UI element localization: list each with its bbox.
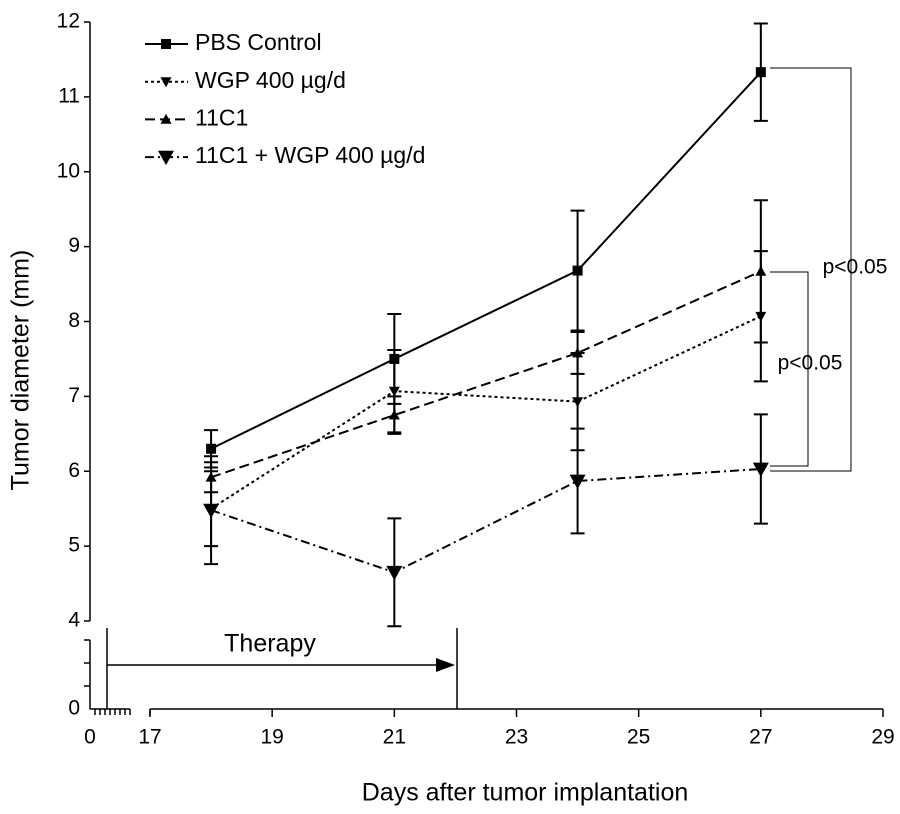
y-tick-label: 11 — [58, 84, 80, 107]
marker — [386, 565, 403, 581]
x-tick-label: 23 — [505, 726, 528, 749]
legend-marker — [158, 150, 174, 166]
y-tick-label: 12 — [57, 10, 80, 33]
y-tick-label: 4 — [68, 609, 80, 632]
arrow-head — [436, 658, 455, 672]
y-tick-label: 6 — [68, 459, 80, 482]
marker — [572, 347, 584, 358]
y-tick-label: 8 — [68, 309, 80, 332]
x-tick-label: 19 — [260, 726, 283, 749]
x-tick-label: 29 — [871, 726, 894, 749]
series-line — [210, 71, 762, 450]
x-tick-label: 21 — [383, 726, 406, 749]
y-tick-label: 0 — [68, 697, 80, 720]
y-tick-label: 7 — [68, 384, 80, 407]
break-ticks — [94, 709, 151, 715]
marker — [755, 67, 766, 78]
legend-marker — [161, 39, 171, 49]
x-axis-title: Days after tumor implantation — [362, 779, 689, 807]
y-tick-label: 5 — [68, 534, 80, 557]
marker — [572, 397, 584, 408]
y-tick-label: 10 — [57, 159, 80, 182]
legend-label: 11C1 — [195, 104, 248, 130]
series-line — [210, 270, 762, 479]
marker — [752, 462, 769, 478]
legend-marker — [160, 113, 172, 124]
series-line — [210, 315, 762, 510]
marker — [569, 474, 586, 489]
legend-marker — [160, 77, 172, 88]
x-tick-label: 25 — [627, 726, 650, 749]
marker — [572, 265, 583, 276]
annotation: p<0.05 — [823, 256, 888, 279]
marker — [388, 409, 400, 420]
x-tick-label: 17 — [138, 726, 161, 749]
x-tick-label: 27 — [749, 726, 772, 749]
bracket — [770, 271, 809, 467]
marker — [388, 386, 400, 397]
legend-label: 11C1 + WGP 400 µg/d — [195, 142, 425, 168]
y-tick-label: 9 — [68, 234, 80, 257]
annotation: Therapy — [224, 630, 316, 658]
annotation: p<0.05 — [778, 352, 843, 375]
marker — [206, 443, 217, 454]
legend-label: PBS Control — [195, 29, 322, 55]
marker — [203, 503, 220, 519]
x-tick-label: 0 — [84, 726, 96, 749]
legend-label: WGP 400 µg/d — [195, 67, 346, 93]
y-axis-title: Tumor diameter (mm) — [7, 250, 35, 491]
bracket — [770, 67, 852, 472]
marker — [755, 265, 767, 276]
series-line — [210, 468, 761, 574]
